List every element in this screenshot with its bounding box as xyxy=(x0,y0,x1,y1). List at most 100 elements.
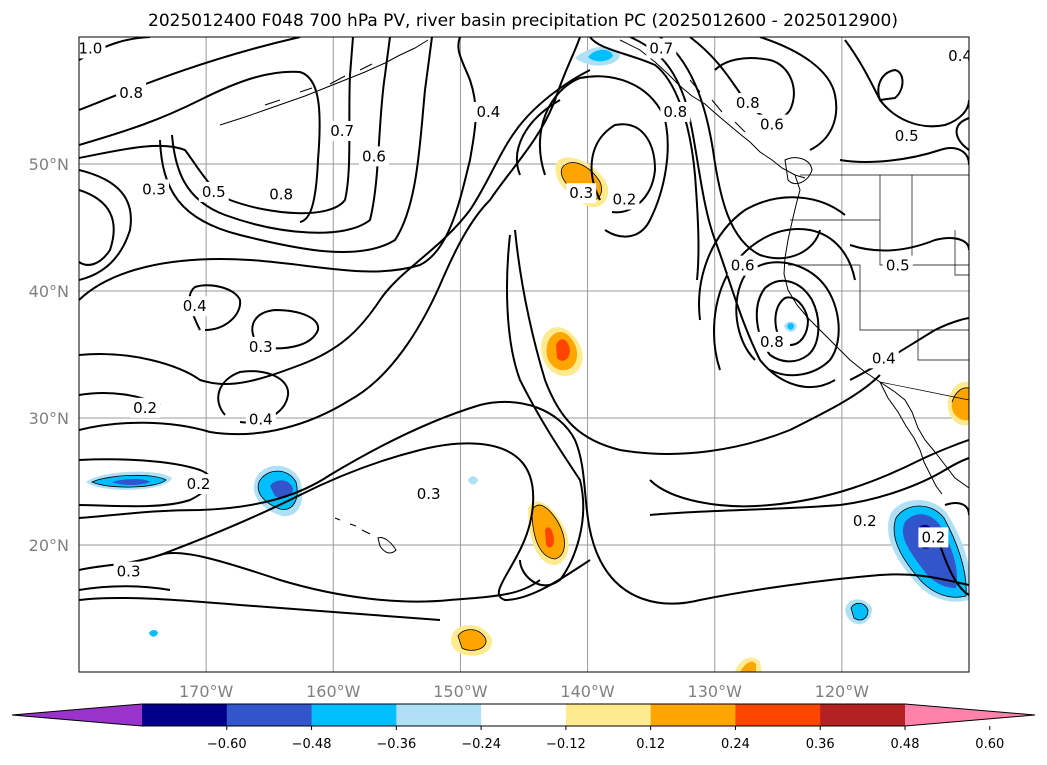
colorbar-tick-label: −0.36 xyxy=(376,737,416,752)
contour-label-background xyxy=(327,120,358,141)
colorbar-tick-label: 0.24 xyxy=(721,737,750,752)
positive-anomaly-area xyxy=(556,339,570,361)
contour-label: 0.4 xyxy=(249,410,273,428)
contour-label-background xyxy=(609,189,640,210)
contour-label: 0.8 xyxy=(760,333,784,351)
latitude-labels: 20°N 30°N 40°N 50°N xyxy=(29,155,69,555)
shading-outline xyxy=(893,505,967,598)
shading-outline xyxy=(91,474,167,488)
colorbar-tick-label: −0.24 xyxy=(461,737,501,752)
vancouver-coastline xyxy=(784,157,813,185)
pv-contour xyxy=(79,37,477,301)
negative-anomaly-area xyxy=(588,49,613,62)
gridlines xyxy=(79,37,969,672)
contour-label-background xyxy=(113,561,144,582)
negative-anomaly-area xyxy=(149,630,158,637)
contour-label: 1.0 xyxy=(79,39,103,57)
contour-label-background xyxy=(646,38,677,59)
colorbar-bin xyxy=(820,704,906,726)
pv-contour xyxy=(629,37,836,389)
map-title: 2025012400 F048 700 hPa PV, river basin … xyxy=(148,11,898,31)
contour-label: 0.3 xyxy=(417,485,441,503)
pv-contour xyxy=(79,69,591,386)
pv-contour xyxy=(955,117,969,151)
contour-label: 0.6 xyxy=(362,147,386,165)
contour-label-background xyxy=(945,46,969,67)
hawaii-islands xyxy=(334,517,397,554)
colorbar-tick-label: 0.12 xyxy=(636,737,665,752)
pv-contour xyxy=(79,189,115,266)
contour-label-background xyxy=(198,181,229,202)
contour-label: 0.5 xyxy=(202,183,226,201)
contour-label-background xyxy=(727,255,758,276)
colorbar-bin xyxy=(735,704,821,726)
pv-contour xyxy=(159,442,591,602)
contour-label-background xyxy=(473,101,504,122)
pv-contour xyxy=(659,37,821,260)
contour-label-background xyxy=(918,527,949,548)
shading-outline xyxy=(951,387,969,403)
contour-label-background xyxy=(183,474,214,495)
coastlines xyxy=(219,39,969,554)
contour-label: 0.2 xyxy=(613,191,637,209)
contour-label: 0.2 xyxy=(921,528,945,546)
shading-outlines xyxy=(91,162,969,651)
contour-label: 0.4 xyxy=(872,349,896,367)
latitude-label: 40°N xyxy=(29,282,69,301)
pv-contour xyxy=(839,147,969,166)
longitude-label: 120°W xyxy=(815,682,870,701)
pv-contour xyxy=(251,308,320,350)
shading-outline xyxy=(560,162,602,202)
pv-contour xyxy=(877,68,904,102)
contour-label: 0.6 xyxy=(731,257,755,275)
political-borders xyxy=(788,174,969,401)
pv-contour xyxy=(774,296,810,346)
colorbar-bin xyxy=(650,704,736,726)
us-mexico-border xyxy=(879,381,969,401)
colorbar-tick-label: −0.60 xyxy=(207,737,247,752)
pv-contour xyxy=(79,169,132,281)
longitude-labels: 170°W 160°W 150°W 140°W 130°W 120°W xyxy=(179,682,869,701)
contour-label: 0.3 xyxy=(142,180,166,198)
contour-label-background xyxy=(358,146,389,167)
pv-contour xyxy=(649,439,969,508)
colorbar-extend-min xyxy=(12,704,142,726)
contour-label: 0.7 xyxy=(649,39,673,57)
colorbar-tick-labels: −0.60 −0.48 −0.36 −0.24 −0.12 0.12 0.24 0.36 0.4… xyxy=(207,726,1004,752)
colorbar-bin xyxy=(481,704,567,726)
latitude-label: 50°N xyxy=(29,155,69,174)
map-content: 1.00.80.80.70.60.50.30.40.70.8 0.80.60.40… xyxy=(79,37,969,672)
positive-anomaly-area xyxy=(951,387,969,421)
contour-label: 0.2 xyxy=(853,512,877,530)
pv-contour xyxy=(514,229,881,455)
state-border xyxy=(790,219,969,266)
contour-label-background xyxy=(79,38,106,59)
north-america-coastline xyxy=(783,174,969,489)
shading-outline xyxy=(850,602,869,621)
pv-contour xyxy=(79,37,581,436)
contour-label: 0.2 xyxy=(133,399,157,417)
positive-anomaly-area xyxy=(458,629,487,651)
latitude-label: 30°N xyxy=(29,409,69,428)
negative-anomaly-area xyxy=(112,479,150,485)
contour-label: 0.8 xyxy=(119,84,143,102)
contour-label-background xyxy=(732,93,763,114)
pv-contour xyxy=(79,37,301,111)
contour-label-background xyxy=(849,510,880,531)
contour-label-background xyxy=(179,296,210,317)
pv-contour xyxy=(649,457,969,516)
negative-anomaly-area xyxy=(787,323,794,330)
alaska-coastline xyxy=(619,39,806,179)
contour-label-background xyxy=(756,114,787,135)
colorbar xyxy=(11,703,1036,727)
contour-label-background xyxy=(868,348,899,369)
contour-label: 0.3 xyxy=(569,184,593,202)
colorbar-bin xyxy=(565,704,652,726)
contour-label: 0.4 xyxy=(476,103,500,121)
contour-label: 0.8 xyxy=(736,94,760,112)
colorbar-bin xyxy=(311,704,397,726)
pv-contour xyxy=(171,37,391,234)
contour-label: 0.3 xyxy=(249,338,273,356)
contour-label: 0.6 xyxy=(760,116,784,134)
